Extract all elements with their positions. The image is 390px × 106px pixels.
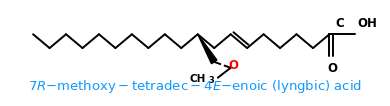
Text: 3: 3 bbox=[209, 76, 214, 85]
Text: O: O bbox=[327, 62, 337, 75]
Text: C: C bbox=[336, 17, 345, 30]
Text: CH: CH bbox=[190, 74, 206, 84]
Text: $\rm 7$$\it{R}$$\rm{-methoxy-tetradec-4}$$\it{E}$$\rm{-enoic\ (lyngbic)\ acid}$: $\rm 7$$\it{R}$$\rm{-methoxy-tetradec-4}… bbox=[28, 78, 362, 95]
Polygon shape bbox=[198, 34, 217, 64]
Text: O: O bbox=[229, 59, 238, 72]
Text: OH: OH bbox=[357, 17, 377, 30]
